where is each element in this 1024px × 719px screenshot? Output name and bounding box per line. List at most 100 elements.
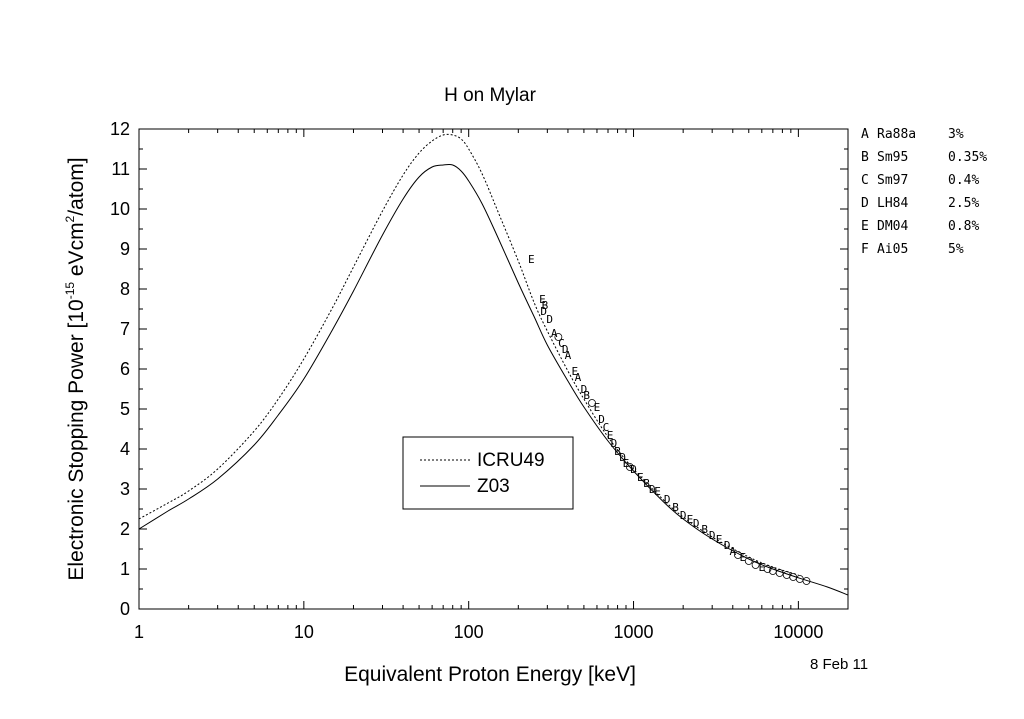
reference-row: E DM04 0.8% xyxy=(861,215,987,238)
data-marker-d: D xyxy=(611,437,618,450)
y-tick-label: 11 xyxy=(111,159,130,179)
data-marker-e: E xyxy=(539,293,546,306)
ref-error: 0.8% xyxy=(948,219,980,234)
data-marker-d: D xyxy=(562,343,569,356)
y-tick-label: 1 xyxy=(120,559,130,579)
ref-error: 3% xyxy=(948,127,964,142)
reference-row: D LH84 2.5% xyxy=(861,192,987,215)
data-marker-c: C xyxy=(603,421,610,434)
data-marker-e: E xyxy=(758,561,765,574)
y-tick-label: 4 xyxy=(120,439,130,459)
data-marker-circle xyxy=(802,577,811,585)
ref-code: A xyxy=(861,127,869,142)
data-marker-e: E xyxy=(637,471,644,484)
ref-error: 2.5% xyxy=(948,196,980,211)
data-marker-d: D xyxy=(540,305,547,318)
x-tick-label: 100 xyxy=(454,622,484,642)
data-marker-d: D xyxy=(724,539,731,552)
legend-label-z03: Z03 xyxy=(477,476,510,497)
data-marker-circle xyxy=(588,399,596,407)
data-marker-b: B xyxy=(643,477,650,490)
data-marker-e: E xyxy=(716,533,723,546)
reference-list: A Ra88a 3% B Sm95 0.35% C Sm97 0.4% D LH84 2.5% … xyxy=(861,123,987,261)
data-marker-a: A xyxy=(575,371,582,384)
x-tick-label: 1000 xyxy=(614,622,654,642)
ref-name: Sm95 xyxy=(877,150,909,165)
data-marker-circle xyxy=(554,333,563,341)
y-tick-label: 6 xyxy=(120,359,130,379)
ref-code: F xyxy=(861,242,869,257)
data-marker-circle xyxy=(751,561,760,569)
data-marker-circle xyxy=(744,557,753,565)
data-marker-d: D xyxy=(619,451,626,464)
data-marker-b: B xyxy=(701,523,708,536)
data-marker-c: C xyxy=(558,337,565,350)
data-marker-circle xyxy=(625,463,634,471)
data-marker-d: D xyxy=(680,509,687,522)
y-tick-label: 10 xyxy=(110,199,130,219)
legend: ICRU49 Z03 xyxy=(402,436,574,510)
data-marker-d: D xyxy=(581,383,588,396)
data-marker-e: E xyxy=(687,513,694,526)
series-lines xyxy=(138,133,849,596)
data-marker-e: E xyxy=(739,551,746,564)
y-tick-label: 2 xyxy=(120,519,130,539)
data-marker-circle xyxy=(763,565,772,573)
ref-code: D xyxy=(861,196,869,211)
data-marker-b: B xyxy=(583,389,590,402)
ref-error: 5% xyxy=(948,242,964,257)
series-line-z03 xyxy=(138,163,849,596)
y-axis-label: Electronic Stopping Power [10-15 eVcm2/a… xyxy=(63,157,88,580)
y-tick-label: 8 xyxy=(120,279,130,299)
data-marker-e: E xyxy=(594,401,601,414)
y-tick-label: 5 xyxy=(120,399,130,419)
ref-code: B xyxy=(861,150,869,165)
ref-name: Sm97 xyxy=(877,173,909,188)
data-marker-d: D xyxy=(693,517,700,530)
legend-label-icru49: ICRU49 xyxy=(477,450,545,471)
x-tick-label: 10000 xyxy=(773,622,823,642)
y-tick-label: 3 xyxy=(120,479,130,499)
data-marker-e: E xyxy=(623,457,630,470)
data-marker-d: D xyxy=(546,313,553,326)
x-tick-label: 1 xyxy=(134,622,144,642)
ref-error: 0.4% xyxy=(948,173,980,188)
data-marker-a: A xyxy=(551,327,558,340)
ref-name: DM04 xyxy=(877,219,909,234)
data-marker-d: D xyxy=(649,483,656,496)
data-marker-d: D xyxy=(630,463,637,476)
data-marker-d: D xyxy=(664,493,671,506)
y-tick-label: 0 xyxy=(120,599,130,619)
y-tick-label: 7 xyxy=(120,319,130,339)
ref-error: 0.35% xyxy=(948,150,988,165)
reference-row: B Sm95 0.35% xyxy=(861,146,987,169)
legend-box xyxy=(402,436,574,510)
ref-code: E xyxy=(861,219,869,234)
data-marker-b: B xyxy=(542,299,549,312)
reference-row: A Ra88a 3% xyxy=(861,123,987,146)
data-marker-d: D xyxy=(598,413,605,426)
x-tick-label: 10 xyxy=(294,622,314,642)
reference-row: F Ai05 5% xyxy=(861,238,987,261)
series-line-icru49 xyxy=(138,133,799,576)
data-marker-circle xyxy=(734,551,742,559)
chart-title: H on Mylar xyxy=(444,85,537,106)
data-marker-b: B xyxy=(672,501,679,514)
data-marker-e: E xyxy=(607,429,614,442)
y-tick-label: 9 xyxy=(120,239,130,259)
data-marker-a: A xyxy=(729,545,736,558)
data-marker-e: E xyxy=(654,485,661,498)
ref-code: C xyxy=(861,173,869,188)
data-marker-circle xyxy=(775,569,784,577)
ref-name: LH84 xyxy=(877,196,909,211)
data-marker-e: E xyxy=(528,253,535,266)
ref-name: Ai05 xyxy=(877,242,909,257)
date-stamp: 8 Feb 11 xyxy=(810,656,869,673)
ref-name: Ra88a xyxy=(877,127,917,142)
data-marker-a: A xyxy=(565,349,572,362)
reference-row: C Sm97 0.4% xyxy=(861,169,987,192)
y-tick-label: 12 xyxy=(110,119,130,139)
